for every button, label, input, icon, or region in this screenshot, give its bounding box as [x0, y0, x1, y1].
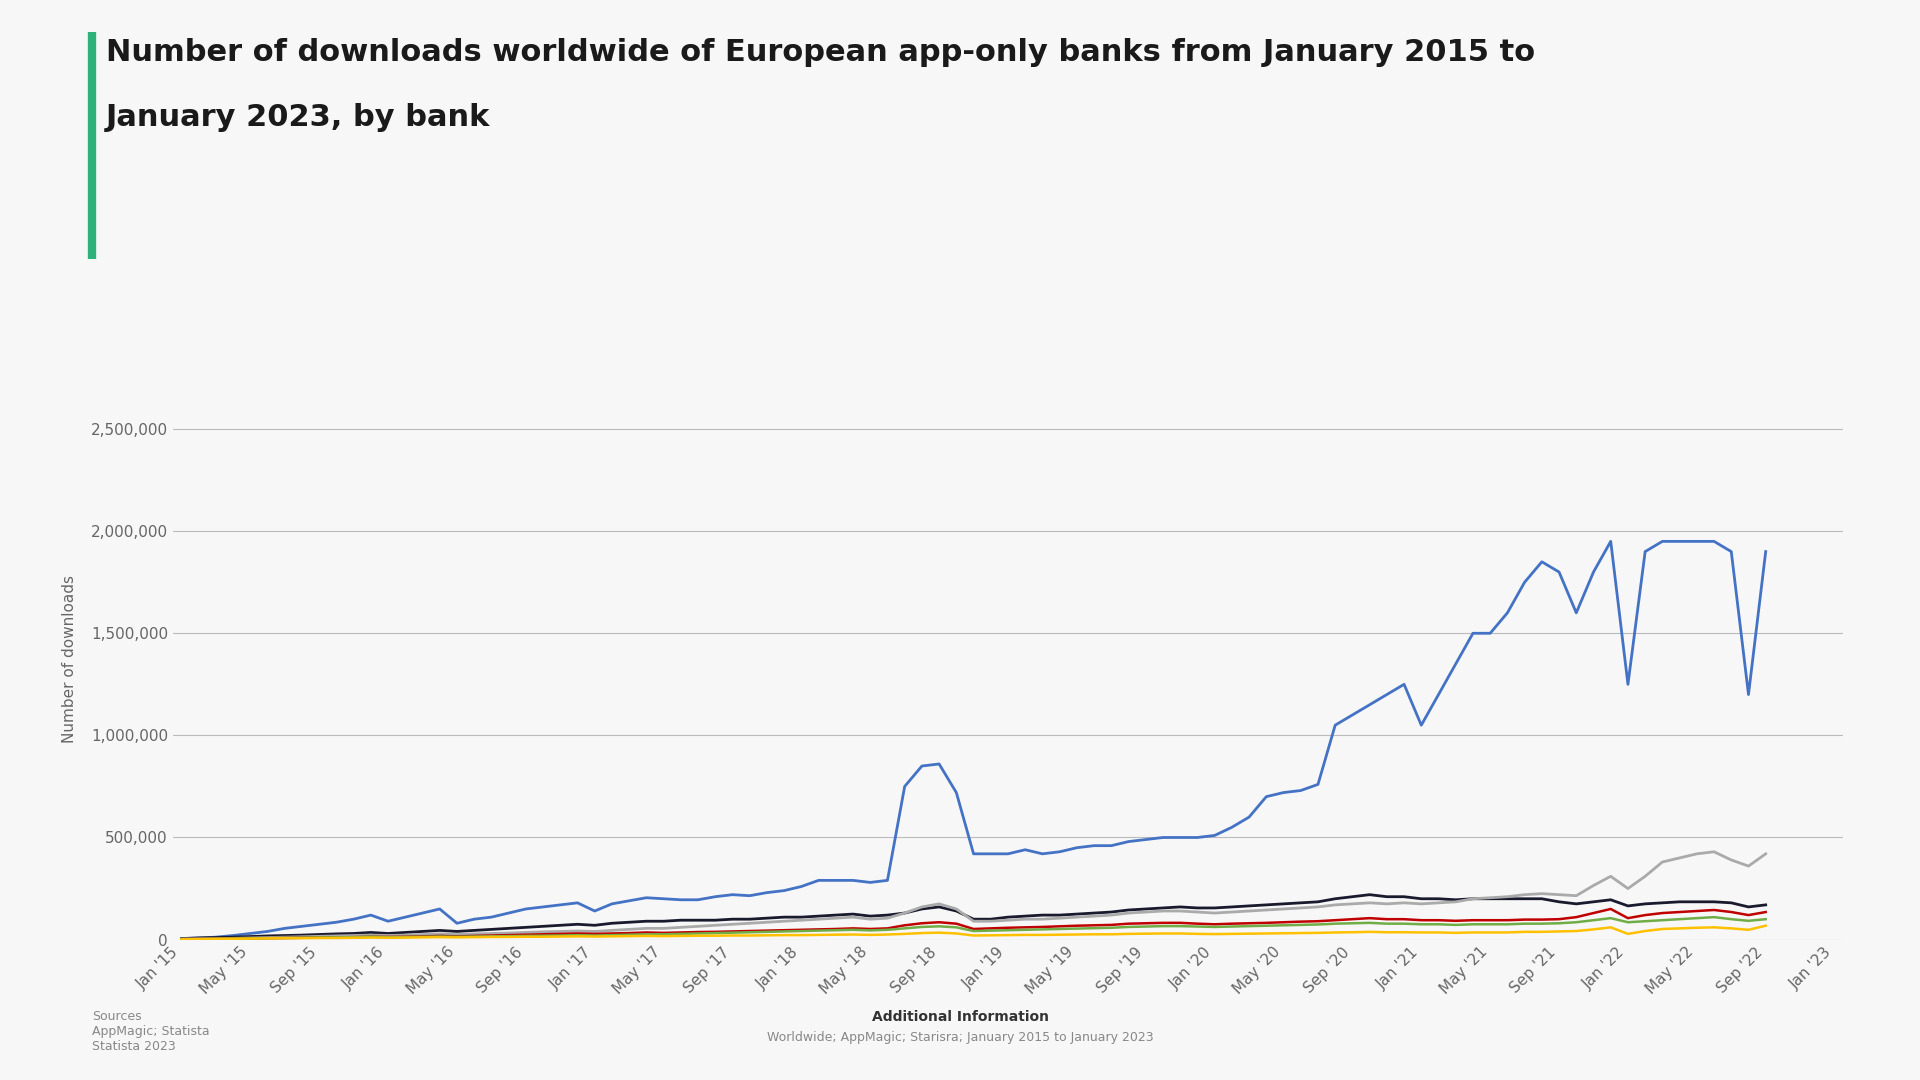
Text: Sources
AppMagic; Statista
Statista 2023: Sources AppMagic; Statista Statista 2023 [92, 1010, 209, 1053]
Text: Additional Information: Additional Information [872, 1010, 1048, 1024]
Text: January 2023, by bank: January 2023, by bank [106, 103, 490, 132]
Y-axis label: Number of downloads: Number of downloads [61, 575, 77, 743]
Text: Worldwide; AppMagic; Starisra; January 2015 to January 2023: Worldwide; AppMagic; Starisra; January 2… [766, 1031, 1154, 1044]
Text: Number of downloads worldwide of European app-only banks from January 2015 to: Number of downloads worldwide of Europea… [106, 38, 1534, 67]
